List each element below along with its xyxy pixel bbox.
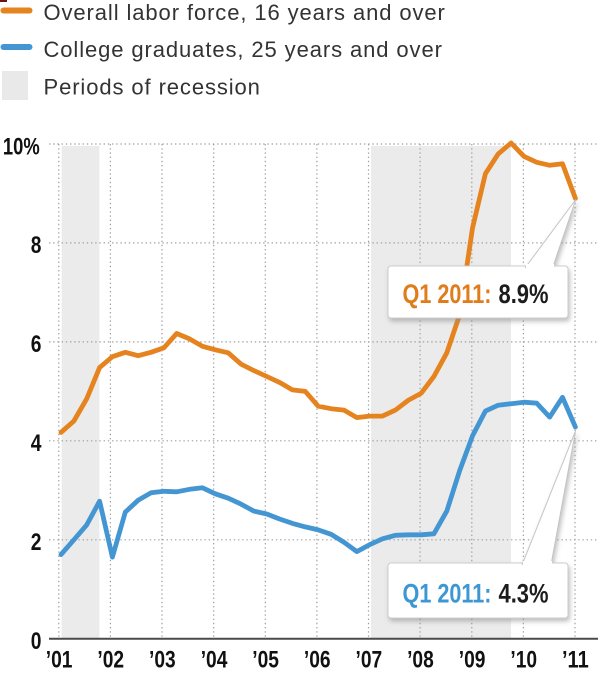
svg-text:’03: ’03 (149, 647, 176, 671)
svg-text:8.9%: 8.9% (499, 279, 549, 309)
svg-text:6: 6 (31, 331, 42, 358)
svg-text:Periods of recession: Periods of recession (44, 75, 261, 100)
svg-text:4.3%: 4.3% (499, 579, 549, 609)
svg-text:0: 0 (31, 628, 42, 655)
svg-text:’08: ’08 (407, 647, 434, 671)
svg-text:4: 4 (31, 430, 42, 457)
svg-text:2: 2 (31, 529, 42, 556)
svg-text:Q1 2011:: Q1 2011: (403, 279, 492, 309)
svg-text:’01: ’01 (46, 647, 73, 671)
svg-text:’05: ’05 (252, 647, 279, 671)
svg-text:8: 8 (31, 232, 42, 259)
svg-text:’09: ’09 (459, 647, 486, 671)
svg-text:’06: ’06 (304, 647, 331, 671)
svg-text:College graduates, 25 years an: College graduates, 25 years and over (44, 37, 443, 62)
svg-text:’10: ’10 (510, 647, 537, 671)
svg-text:’02: ’02 (97, 647, 124, 671)
svg-text:’07: ’07 (356, 647, 383, 671)
svg-text:10%: 10% (3, 133, 40, 160)
svg-text:’04: ’04 (201, 647, 228, 671)
svg-text:’11: ’11 (562, 647, 589, 671)
svg-text:Q1 2011:: Q1 2011: (403, 579, 492, 609)
svg-text:Overall labor force, 16 years: Overall labor force, 16 years and over (44, 0, 446, 25)
